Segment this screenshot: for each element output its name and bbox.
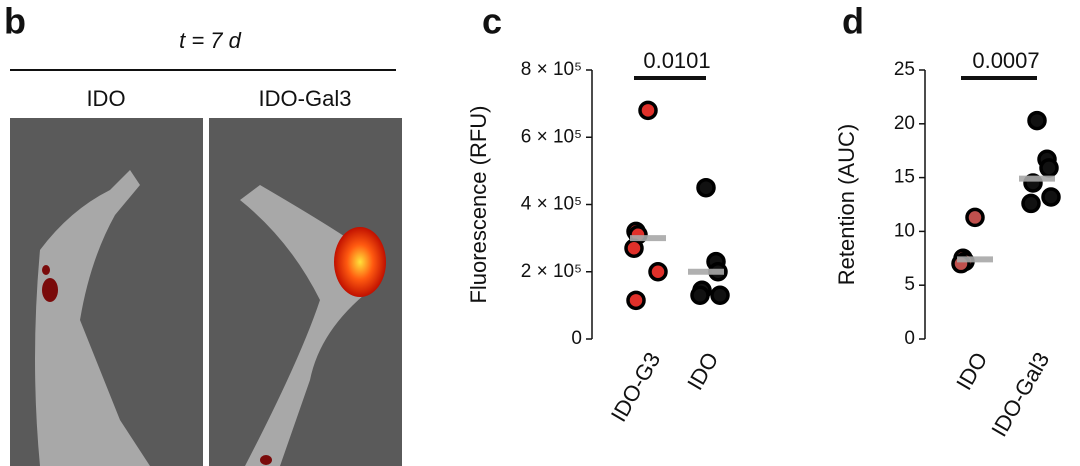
data-point [626,290,646,311]
data-point [690,285,710,306]
y-tick-label: 8 × 10⁵ [521,59,582,80]
image-right [209,118,402,466]
image-left [10,118,203,466]
y-axis-label: Fluorescence (RFU) [466,105,491,303]
data-point [1027,110,1047,131]
y-tick-label: 25 [894,59,915,80]
y-tick-label: 5 [904,274,915,295]
column-label: IDO-Gal3 [259,86,352,111]
y-tick-label: 6 × 10⁵ [521,126,582,147]
panel-title: t = 7 d [179,28,242,53]
panel-letter: d [842,1,864,42]
y-tick-label: 10 [894,220,915,241]
panel-letter: b [4,1,26,42]
p-value: 0.0007 [972,48,1039,73]
y-tick-label: 4 × 10⁵ [521,194,582,215]
data-point [710,285,730,306]
x-tick-label: IDO-G3 [606,348,666,426]
data-point [1021,193,1041,214]
data-point [696,177,716,198]
y-axis-label: Retention (AUC) [834,124,859,285]
x-tick-label: IDO [682,348,723,394]
data-point [965,207,985,228]
p-value: 0.0101 [643,48,710,73]
y-tick-label: 2 × 10⁵ [521,261,582,282]
y-tick-label: 20 [894,113,915,134]
data-point [648,262,668,282]
data-point [1039,158,1059,178]
data-point [638,100,658,121]
column-label: IDO [86,86,125,111]
y-tick-label: 15 [894,167,915,188]
y-tick-label: 0 [571,328,582,349]
data-point [1041,187,1061,207]
y-tick-label: 0 [904,328,915,349]
data-point [624,238,644,258]
x-tick-label: IDO-Gal3 [986,348,1054,441]
panel-letter: c [482,1,502,42]
x-tick-label: IDO [951,348,992,394]
